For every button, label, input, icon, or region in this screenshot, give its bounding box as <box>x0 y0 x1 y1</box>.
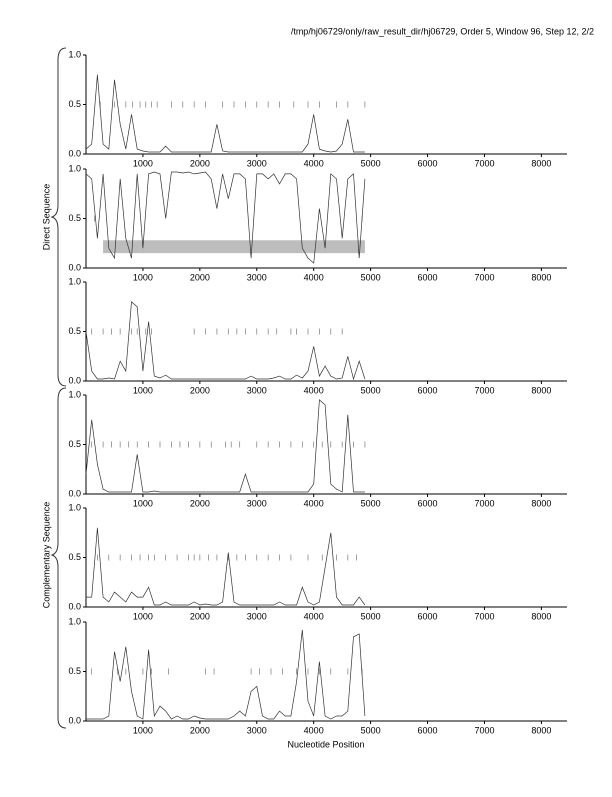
y-tick-label: 0.5 <box>68 99 81 109</box>
data-line <box>85 171 366 264</box>
y-tick-label: 0.0 <box>68 375 81 385</box>
x-tick-label: 8000 <box>531 498 551 508</box>
x-tick-label: 7000 <box>474 498 494 508</box>
x-tick-label: 2000 <box>190 385 210 395</box>
x-tick-label: 7000 <box>474 611 494 621</box>
y-tick-label: 1.0 <box>68 276 81 286</box>
y-tick-label: 1.0 <box>68 616 81 626</box>
x-tick-label: 5000 <box>361 158 381 168</box>
highlight-band <box>103 240 365 254</box>
group-label: Direct Sequence <box>41 184 51 251</box>
x-tick-label: 1000 <box>133 272 153 282</box>
x-tick-label: 4000 <box>304 498 324 508</box>
y-tick-label: 0.0 <box>68 262 81 272</box>
y-tick-label: 0.0 <box>68 148 81 158</box>
data-line <box>85 399 365 493</box>
x-tick-label: 3000 <box>247 498 267 508</box>
x-tick-label: 7000 <box>474 272 494 282</box>
x-tick-label: 6000 <box>418 498 438 508</box>
x-tick-label: 2000 <box>190 498 210 508</box>
x-tick-label: 7000 <box>474 158 494 168</box>
group-label: Complementary Sequence <box>41 502 51 609</box>
x-tick-label: 5000 <box>361 611 381 621</box>
x-tick-label: 6000 <box>418 611 438 621</box>
x-tick-label: 4000 <box>304 385 324 395</box>
x-tick-label: 2000 <box>190 272 210 282</box>
x-tick-label: 6000 <box>418 725 438 735</box>
x-tick-label: 5000 <box>361 725 381 735</box>
x-tick-label: 1000 <box>133 158 153 168</box>
group-brace <box>50 387 67 729</box>
y-tick-label: 0.5 <box>68 552 81 562</box>
y-tick-label: 0.0 <box>68 601 81 611</box>
group-brace <box>50 47 67 387</box>
x-tick-label: 4000 <box>304 158 324 168</box>
x-tick-label: 7000 <box>474 725 494 735</box>
y-tick-label: 1.0 <box>68 163 81 173</box>
x-tick-label: 5000 <box>361 385 381 395</box>
x-tick-label: 5000 <box>361 272 381 282</box>
x-tick-label: 1000 <box>133 611 153 621</box>
x-tick-label: 6000 <box>418 158 438 168</box>
x-tick-label: 3000 <box>247 158 267 168</box>
x-tick-label: 1000 <box>133 385 153 395</box>
x-tick-label: 1000 <box>133 725 153 735</box>
y-tick-label: 0.5 <box>68 326 81 336</box>
x-axis-label: Nucleotide Position <box>287 739 364 749</box>
y-tick-label: 1.0 <box>68 49 81 59</box>
x-tick-label: 8000 <box>531 611 551 621</box>
x-tick-label: 7000 <box>474 385 494 395</box>
x-tick-label: 3000 <box>247 385 267 395</box>
x-tick-label: 8000 <box>531 385 551 395</box>
header-title: /tmp/hj06729/only/raw_result_dir/hj06729… <box>291 26 594 36</box>
x-tick-label: 4000 <box>304 611 324 621</box>
y-tick-label: 0.5 <box>68 213 81 223</box>
x-tick-label: 4000 <box>304 272 324 282</box>
x-tick-label: 1000 <box>133 498 153 508</box>
x-tick-label: 8000 <box>531 272 551 282</box>
y-tick-label: 0.5 <box>68 666 81 676</box>
data-line <box>85 74 365 153</box>
x-tick-label: 2000 <box>190 725 210 735</box>
x-tick-label: 5000 <box>361 498 381 508</box>
x-tick-label: 8000 <box>531 725 551 735</box>
y-tick-label: 0.0 <box>68 715 81 725</box>
x-tick-label: 3000 <box>247 611 267 621</box>
y-tick-label: 1.0 <box>68 502 81 512</box>
x-tick-label: 2000 <box>190 158 210 168</box>
y-tick-label: 0.0 <box>68 488 81 498</box>
x-tick-label: 3000 <box>247 272 267 282</box>
y-tick-label: 1.0 <box>68 389 81 399</box>
x-tick-label: 4000 <box>304 725 324 735</box>
data-line <box>86 527 366 606</box>
x-tick-label: 2000 <box>190 611 210 621</box>
x-tick-label: 8000 <box>531 158 551 168</box>
x-tick-label: 6000 <box>418 272 438 282</box>
x-tick-label: 6000 <box>418 385 438 395</box>
data-line <box>85 301 366 381</box>
data-line <box>86 629 366 720</box>
x-tick-label: 3000 <box>247 725 267 735</box>
y-tick-label: 0.5 <box>68 439 81 449</box>
